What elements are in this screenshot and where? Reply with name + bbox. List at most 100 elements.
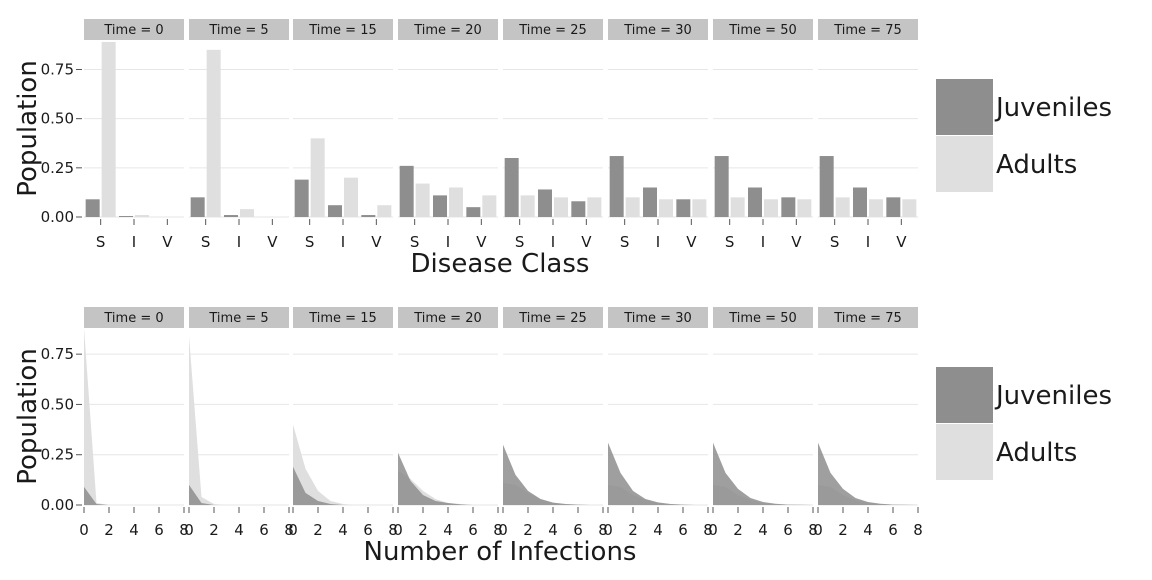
x-tick-label: 4 [234, 521, 244, 539]
x-tick-label: 6 [363, 521, 373, 539]
x-tick-label: 2 [418, 521, 428, 539]
x-tick-label: 0 [498, 521, 508, 539]
x-tick-label: 2 [313, 521, 323, 539]
bar-juveniles [819, 156, 834, 217]
x-tick-label: S [201, 233, 211, 251]
x-tick-label: 6 [259, 521, 269, 539]
bar-adults [554, 197, 568, 217]
x-tick-label: 2 [628, 521, 638, 539]
x-tick-label: 2 [104, 521, 114, 539]
bar-adults [659, 199, 673, 217]
x-tick-label: V [791, 233, 802, 251]
bar-juveniles [328, 205, 342, 217]
x-tick-label: V [476, 233, 487, 251]
y-tick-label: 0.75 [41, 61, 74, 79]
y-tick-label: 0.25 [41, 446, 74, 464]
y-axis-label: Population [13, 348, 43, 485]
x-tick-label: 8 [598, 521, 608, 539]
bar-juveniles [119, 216, 133, 217]
x-tick-label: S [725, 233, 735, 251]
bar-adults [240, 209, 254, 217]
facet-label: Time = 5 [208, 23, 268, 38]
facet-label: Time = 15 [308, 23, 377, 38]
bar-juveniles [676, 199, 691, 217]
x-tick-label: 6 [678, 521, 688, 539]
area-juveniles [84, 486, 184, 505]
x-tick-label: 2 [733, 521, 743, 539]
x-tick-label: 2 [209, 521, 219, 539]
x-tick-label: 6 [468, 521, 478, 539]
x-tick-label: V [896, 233, 907, 251]
x-tick-label: 8 [388, 521, 398, 539]
bar-juveniles [781, 197, 796, 217]
x-tick-label: 8 [913, 521, 923, 539]
x-tick-label: S [96, 233, 106, 251]
x-tick-label: S [620, 233, 630, 251]
x-tick-label: 0 [288, 521, 298, 539]
facet-label: Time = 0 [103, 23, 163, 38]
x-tick-label: I [341, 233, 345, 251]
bar-adults [310, 138, 325, 217]
y-tick-label: 0.00 [41, 496, 74, 514]
facet-strip [84, 307, 184, 328]
facet-strip [608, 307, 708, 328]
x-tick-label: S [410, 233, 420, 251]
area-adults [189, 336, 289, 505]
bar-juveniles [433, 195, 447, 217]
x-tick-label: S [515, 233, 525, 251]
x-tick-label: 6 [573, 521, 583, 539]
x-tick-label: V [371, 233, 382, 251]
bar-adults [835, 197, 850, 217]
x-tick-label: I [132, 233, 136, 251]
facet-strip [84, 19, 184, 40]
x-tick-label: V [267, 233, 278, 251]
facet-strip [503, 19, 603, 40]
legend-label: Juveniles [994, 381, 1112, 411]
bar-juveniles [853, 187, 867, 217]
facet-strip [818, 19, 918, 40]
x-tick-label: 8 [493, 521, 503, 539]
bar-juveniles [190, 197, 205, 217]
facet-label: Time = 50 [728, 311, 797, 326]
x-tick-label: 8 [808, 521, 818, 539]
x-tick-label: 6 [888, 521, 898, 539]
x-tick-label: V [581, 233, 592, 251]
bar-adults [520, 195, 535, 217]
x-tick-label: I [656, 233, 660, 251]
x-tick-label: 2 [838, 521, 848, 539]
facet-label: Time = 25 [518, 311, 587, 326]
bar-adults [206, 49, 221, 218]
x-tick-label: 4 [129, 521, 139, 539]
y-tick-label: 0.50 [41, 110, 74, 128]
facet-strip [503, 307, 603, 328]
bar-juveniles [748, 187, 762, 217]
bar-adults [449, 187, 463, 217]
x-tick-label: I [551, 233, 555, 251]
facet-strip [398, 307, 498, 328]
facet-label: Time = 75 [833, 23, 902, 38]
area-juveniles [189, 484, 289, 505]
x-tick-label: S [830, 233, 840, 251]
bar-adults [730, 197, 745, 217]
legend-swatch-adults [936, 136, 993, 192]
x-tick-label: 4 [338, 521, 348, 539]
legend-swatch-juveniles [936, 367, 993, 423]
x-tick-label: 4 [548, 521, 558, 539]
x-tick-label: 8 [284, 521, 294, 539]
bar-juveniles [399, 165, 414, 217]
x-tick-label: 0 [79, 521, 89, 539]
facet-strip [818, 307, 918, 328]
bar-juveniles [361, 215, 376, 217]
area-juveniles [818, 442, 918, 505]
facet-strip [713, 307, 813, 328]
x-axis-label: Number of Infections [364, 537, 637, 567]
facet-label: Time = 15 [308, 311, 377, 326]
bar-juveniles [504, 158, 519, 217]
facet-strip [293, 307, 393, 328]
bar-adults [902, 199, 917, 217]
x-tick-label: 6 [783, 521, 793, 539]
bar-adults [344, 177, 358, 217]
bar-juveniles [85, 199, 100, 217]
facet-strip [398, 19, 498, 40]
